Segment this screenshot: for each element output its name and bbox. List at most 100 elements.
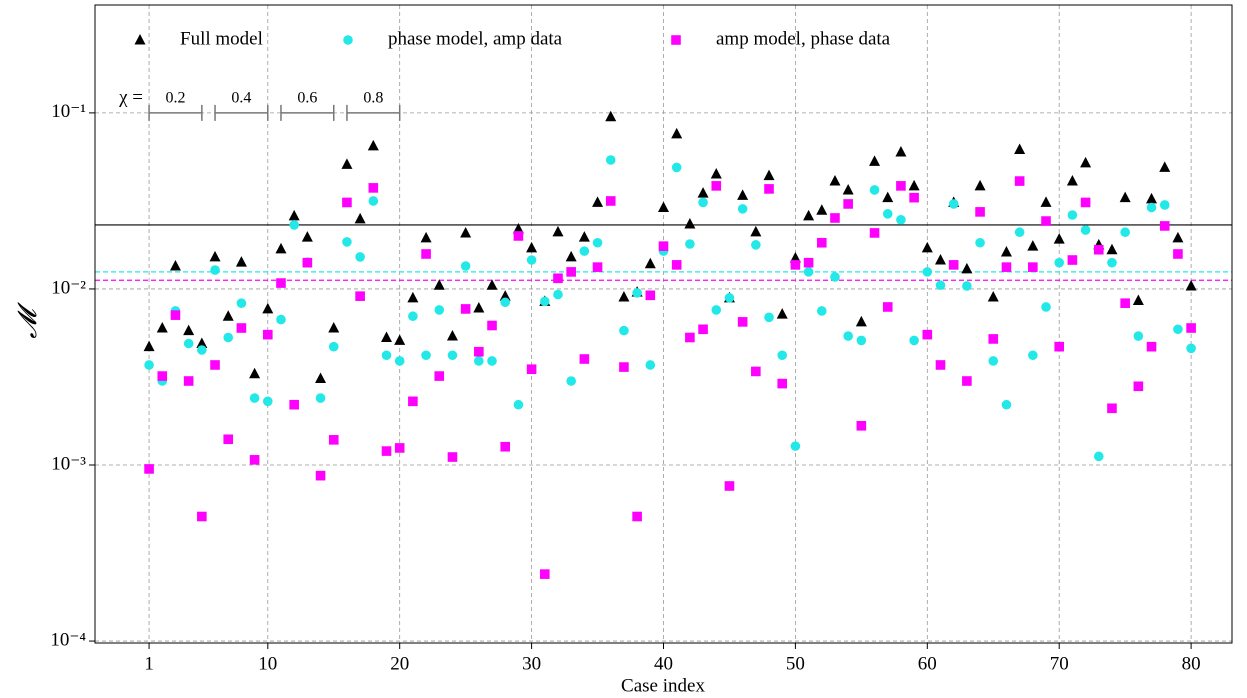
data-point [197, 345, 207, 355]
data-point [922, 267, 933, 277]
data-point [512, 223, 524, 234]
data-point [433, 279, 445, 290]
data-point [685, 239, 695, 249]
data-point [697, 187, 709, 198]
data-point [367, 139, 379, 151]
data-point [750, 225, 762, 237]
data-point [183, 376, 194, 386]
data-point [289, 399, 299, 410]
plot-frame [94, 4, 1233, 644]
data-point [473, 301, 485, 313]
data-point [1028, 350, 1038, 361]
data-point [803, 267, 814, 277]
data-point [671, 260, 682, 270]
data-point [368, 196, 379, 206]
data-point [526, 241, 538, 253]
data-point [565, 250, 577, 262]
data-point [552, 225, 564, 237]
data-point [790, 441, 801, 451]
data-point [830, 272, 840, 282]
data-point [169, 259, 181, 271]
data-point [988, 356, 999, 366]
data-point [276, 278, 286, 288]
data-point [764, 312, 774, 323]
y-tick-label: 10⁻¹ [51, 101, 86, 122]
data-point [987, 291, 999, 302]
data-point [605, 155, 616, 165]
data-point [249, 393, 260, 403]
data-point [962, 281, 972, 291]
data-point [156, 322, 168, 333]
chi-group-label: 0.6 [297, 90, 317, 107]
data-point [751, 240, 761, 250]
data-point [500, 441, 511, 452]
data-point [737, 189, 749, 200]
data-point [632, 511, 642, 522]
data-point [236, 298, 247, 308]
data-point [144, 360, 154, 370]
data-point [157, 371, 168, 381]
data-point [842, 183, 854, 195]
data-point [276, 314, 286, 325]
data-point [724, 481, 735, 491]
x-tick-label: 10 [258, 653, 277, 674]
data-point [578, 231, 590, 242]
data-point [487, 356, 497, 366]
chi-group-label: 0.4 [231, 90, 251, 107]
data-point [1159, 161, 1171, 172]
data-point [1133, 331, 1144, 341]
data-point [1172, 231, 1184, 243]
data-point [975, 237, 985, 248]
data-point [843, 331, 853, 341]
legend-marker [134, 34, 146, 45]
data-point [341, 158, 353, 169]
data-point [302, 257, 313, 268]
data-point [579, 354, 590, 364]
data-point [222, 310, 234, 321]
data-point [921, 241, 933, 253]
data-point [499, 290, 511, 301]
y-tick-label: 10⁻⁴ [50, 629, 86, 650]
data-point [301, 231, 313, 242]
data-point [381, 331, 393, 342]
data-point [460, 304, 471, 314]
data-point [1146, 341, 1157, 352]
data-point [407, 291, 419, 303]
data-point [328, 435, 339, 445]
data-point [1067, 210, 1078, 220]
data-point [1120, 227, 1130, 238]
data-point [1186, 323, 1196, 333]
x-tick-label: 1 [144, 653, 154, 674]
data-point [1146, 192, 1158, 204]
data-point [724, 293, 735, 303]
data-point [342, 237, 352, 247]
data-point [1014, 176, 1025, 186]
data-point [315, 372, 327, 383]
chi-group-label: 0.2 [165, 90, 185, 107]
data-point [1173, 249, 1183, 259]
data-point [170, 310, 181, 320]
data-point [460, 261, 471, 271]
data-point [474, 346, 484, 357]
data-point [685, 332, 695, 343]
data-point [553, 289, 563, 300]
data-point [763, 169, 775, 181]
data-point [235, 256, 247, 267]
data-point [1054, 257, 1065, 268]
data-point [143, 340, 155, 352]
data-point [856, 420, 867, 431]
data-point [539, 569, 550, 579]
data-point [421, 249, 431, 259]
data-point [447, 452, 458, 462]
data-point [579, 246, 590, 256]
data-point [513, 399, 524, 410]
chi-label: χ = [118, 87, 143, 108]
data-point [751, 366, 761, 377]
data-point [1093, 244, 1104, 255]
data-point [236, 323, 247, 333]
data-point [1106, 243, 1118, 255]
data-point [447, 350, 458, 361]
x-axis-label: Case index [621, 675, 705, 696]
data-point [962, 376, 972, 386]
data-point [553, 273, 563, 284]
